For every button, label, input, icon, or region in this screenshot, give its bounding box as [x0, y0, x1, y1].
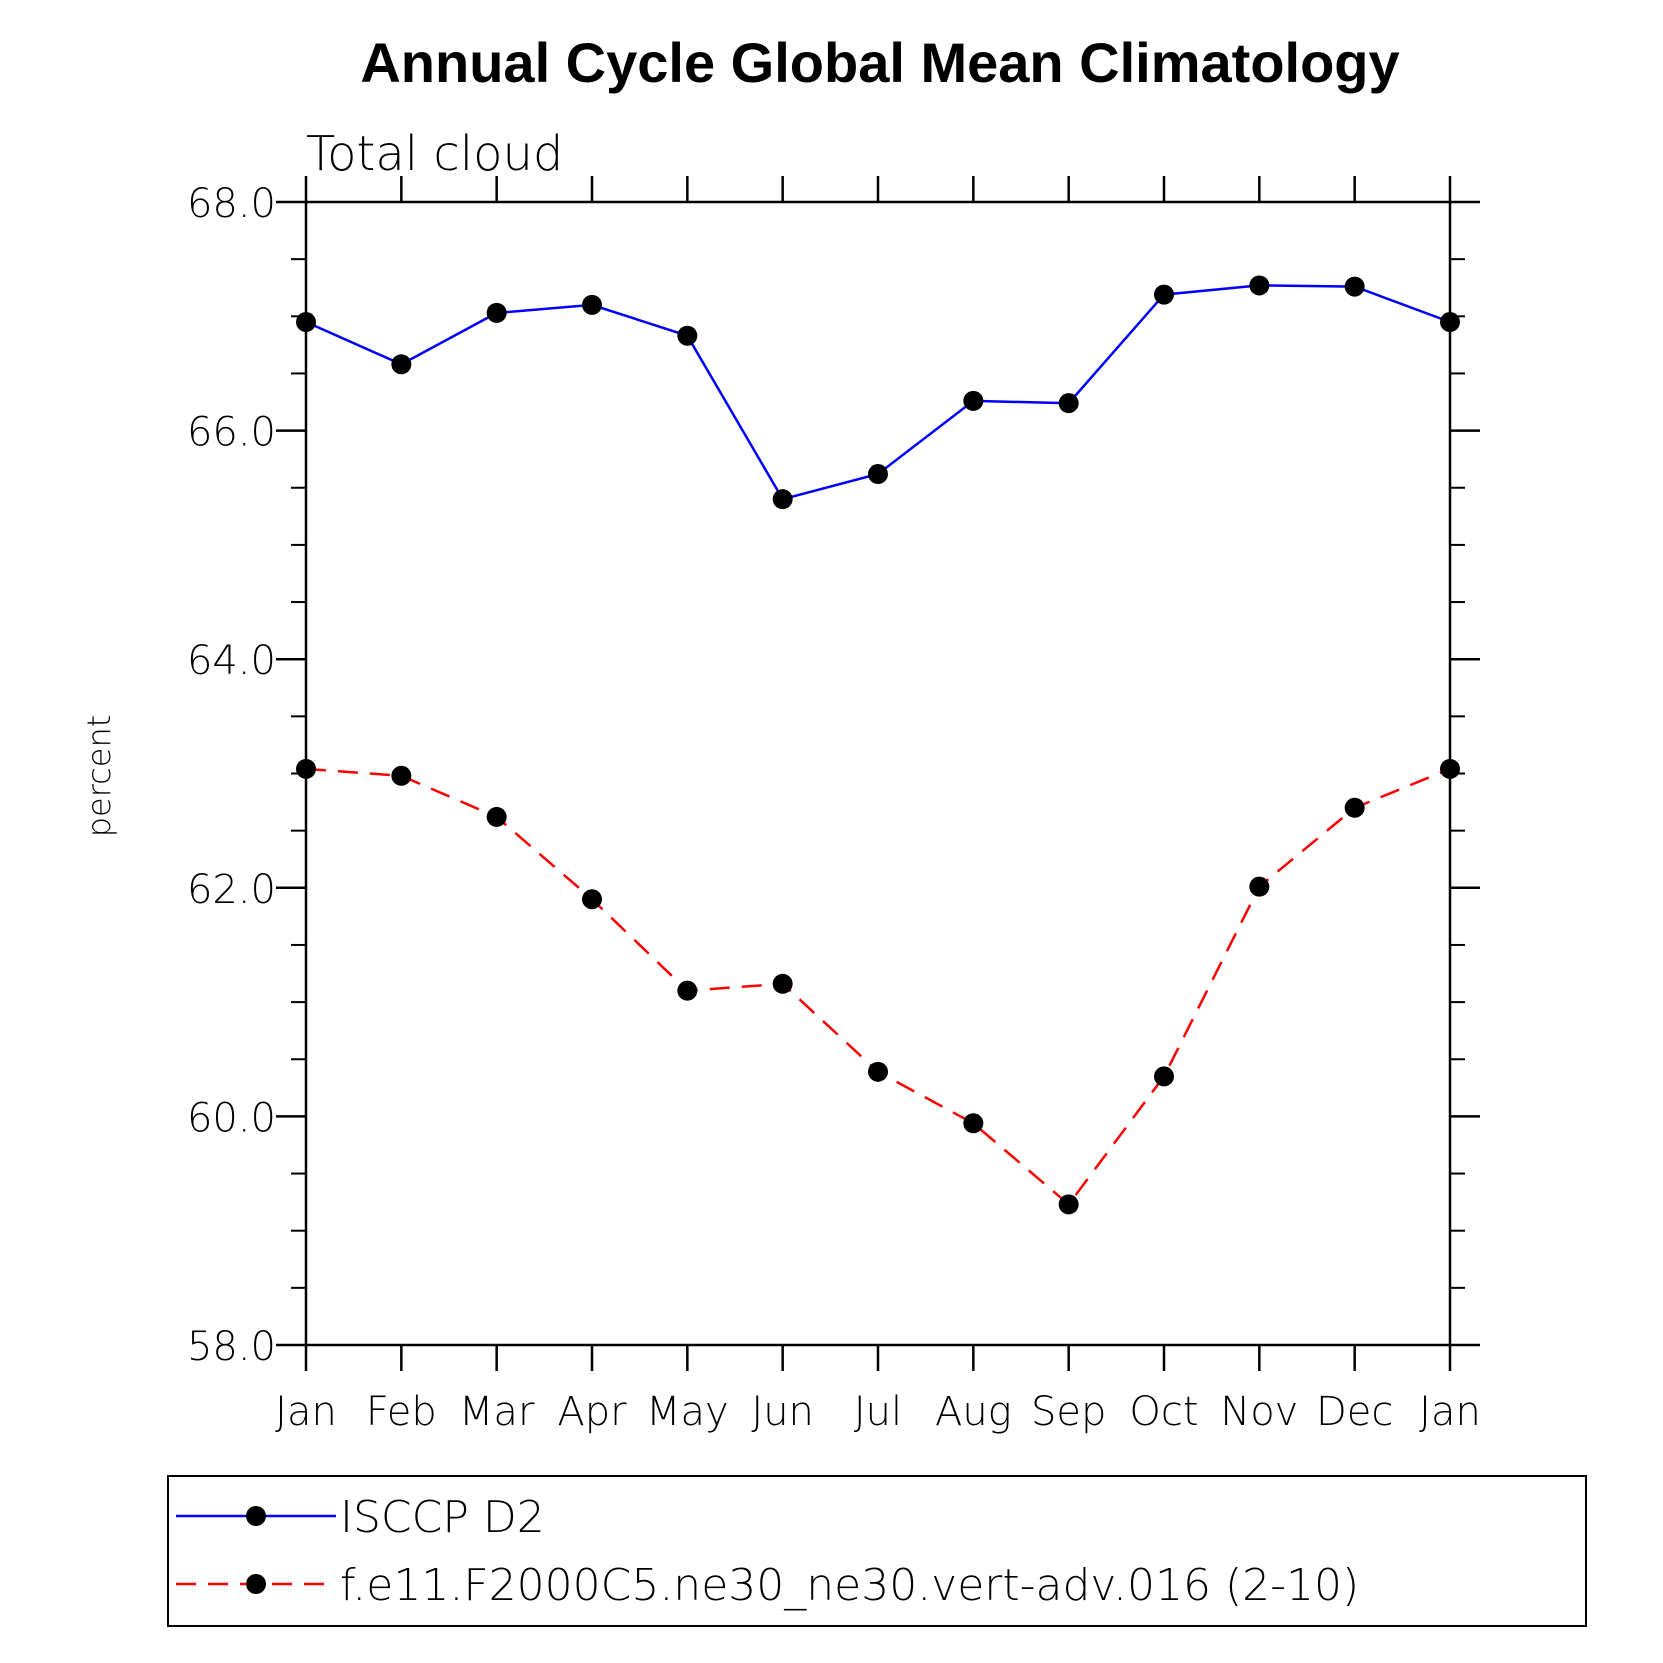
series-2-point [391, 765, 412, 786]
chart-title: Annual Cycle Global Mean Climatology [360, 31, 1399, 94]
legend-marker-1 [246, 1506, 266, 1526]
series-layer [296, 275, 1460, 1215]
legend-label-2: f.e11.F2000C5.ne30_ne30.vert-adv.016 (2-… [340, 1560, 1359, 1611]
legend: ISCCP D2 f.e11.F2000C5.ne30_ne30.vert-adv… [176, 1492, 1359, 1611]
x-tick-label: Aug [935, 1389, 1012, 1435]
y-tick-label: 68.0 [187, 181, 276, 227]
series-2-point [1344, 797, 1365, 818]
series-1-point [1249, 275, 1270, 296]
x-tick-label: Jul [854, 1389, 902, 1435]
x-tick-label: Sep [1031, 1389, 1106, 1435]
series-1-point [486, 302, 507, 323]
x-tick-label: Jun [751, 1389, 814, 1435]
x-tick-label: Oct [1129, 1389, 1198, 1435]
y-axis-label: percent [80, 715, 118, 838]
series-1-point [582, 294, 602, 315]
series-1-point [1154, 284, 1174, 305]
x-tick-label: Dec [1316, 1389, 1393, 1435]
x-tick-label: Apr [557, 1389, 627, 1435]
y-tick-label: 60.0 [187, 1095, 276, 1141]
x-tick-label: Jan [1419, 1389, 1481, 1435]
y-tick-label: 66.0 [187, 410, 276, 456]
y-tick-label: 62.0 [187, 867, 276, 913]
series-2-point [1249, 876, 1270, 897]
series-2-point [1058, 1194, 1079, 1215]
series-1-point [963, 390, 984, 411]
series-2-point [486, 806, 507, 827]
series-2-point [772, 973, 793, 994]
x-tick-label: Jan [275, 1389, 337, 1435]
series-1-point [1440, 312, 1460, 333]
series-2-point [582, 889, 602, 910]
series-2-point [296, 758, 316, 779]
series-1-point [1344, 276, 1365, 297]
series-2-point [1154, 1066, 1174, 1087]
series-2-point [868, 1061, 888, 1082]
series-1-point [391, 354, 412, 375]
y-tick-label: 64.0 [187, 638, 276, 684]
y-tick-label: 58.0 [187, 1324, 276, 1370]
axes: Jan Feb Mar Apr May Jun Jul Aug Sep Oct Nov Dec Jan 5… [187, 176, 1481, 1435]
chart-subtitle: Total cloud [306, 126, 563, 182]
series-2-point [677, 980, 698, 1001]
plot-frame [304, 200, 1452, 1347]
series-1-point [1058, 393, 1079, 414]
legend-box [167, 1475, 1587, 1627]
series-1-point [677, 325, 698, 346]
x-tick-label: Mar [459, 1389, 535, 1435]
series-2-point [1440, 758, 1460, 779]
legend-marker-2 [246, 1574, 266, 1594]
series-1-point [772, 489, 793, 510]
x-tick-label: May [646, 1389, 729, 1435]
series-1-point [296, 312, 316, 333]
x-tick-label: Feb [366, 1389, 437, 1435]
series-2-point [963, 1113, 984, 1134]
x-tick-label: Nov [1220, 1389, 1298, 1435]
legend-label-1: ISCCP D2 [340, 1492, 545, 1543]
series-1-point [868, 464, 888, 485]
series-line-2 [305, 767, 1451, 1207]
